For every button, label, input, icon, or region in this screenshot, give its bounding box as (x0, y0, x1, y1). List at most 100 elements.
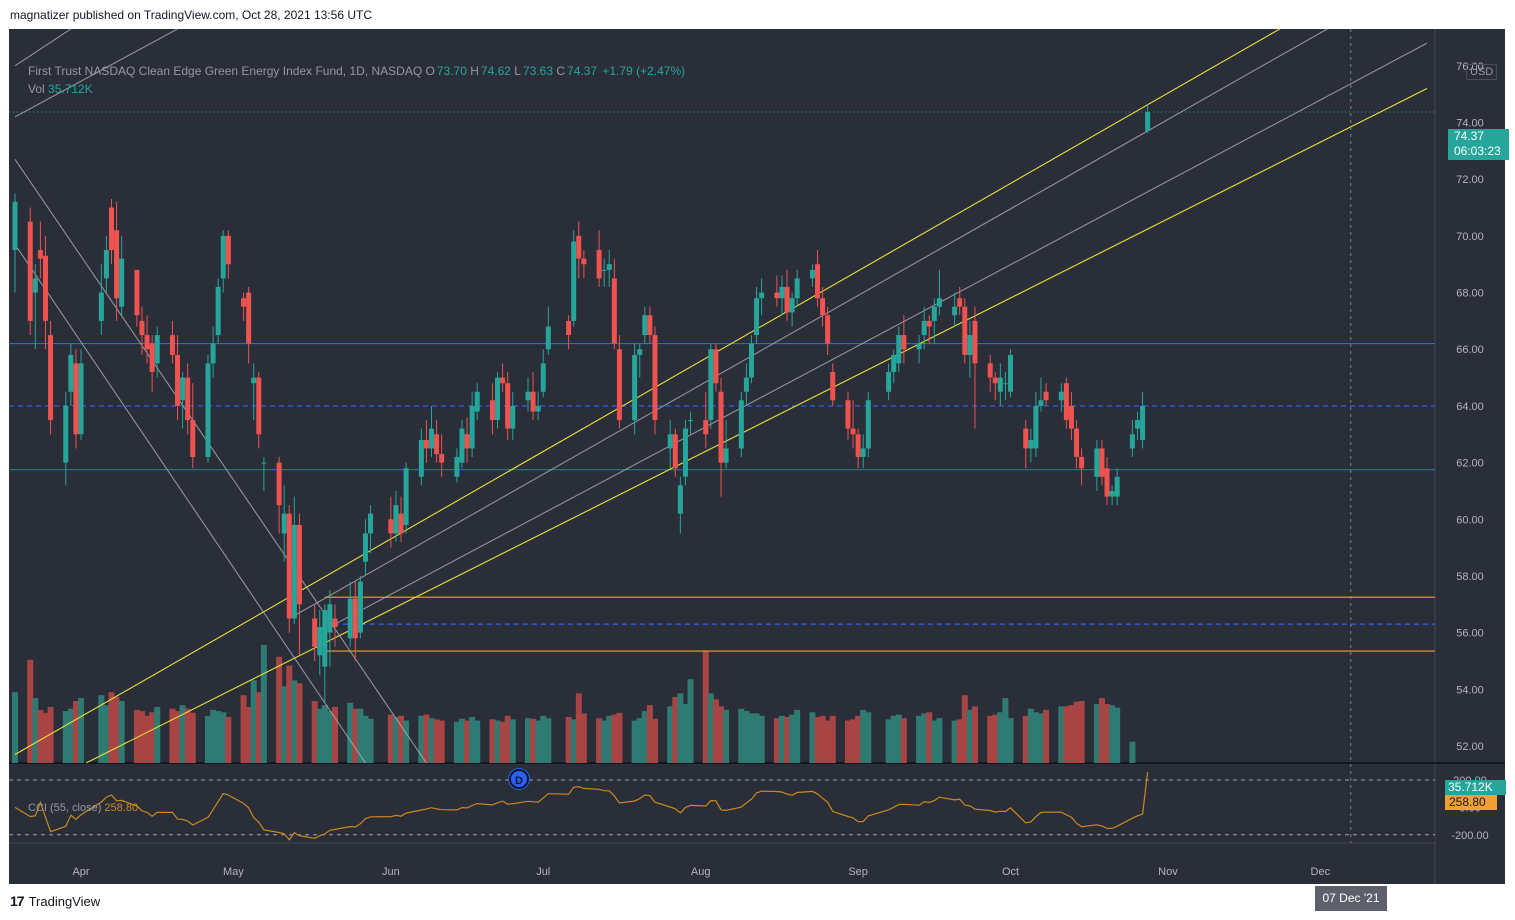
volume-bar (540, 715, 547, 763)
candle-body (931, 306, 937, 321)
volume-bar (646, 705, 653, 763)
candle-body (896, 335, 902, 364)
volume-bars (12, 645, 1136, 763)
volume-bar (535, 720, 542, 763)
candle-body (667, 434, 673, 449)
candle-body (576, 235, 582, 259)
volume-bar (296, 683, 303, 763)
volume-bar (245, 706, 252, 763)
candle-body (921, 320, 927, 336)
candle-body (1109, 490, 1115, 497)
candle-body (332, 618, 338, 627)
currency-button[interactable]: USD (1466, 64, 1498, 80)
candle-body (175, 354, 181, 406)
volume-bar (453, 721, 460, 763)
candle-body (1074, 428, 1080, 457)
high-label: H (470, 64, 479, 78)
volume-bar (67, 708, 74, 763)
volume-bar (331, 706, 338, 763)
chart-canvas[interactable]: 200.000.00-200.00 76.0074.0072.0070.0068… (9, 29, 1505, 884)
candle-body (210, 343, 216, 364)
tradingview-logo-icon[interactable]: 17 (10, 893, 25, 909)
footer-brand[interactable]: TradingView (28, 893, 101, 909)
candle-body (748, 343, 754, 378)
volume-bar (789, 714, 796, 763)
candle-body (987, 363, 993, 378)
candle-body (510, 405, 516, 429)
volume-bar (631, 720, 638, 763)
candle-body (322, 609, 328, 667)
candle-body (12, 201, 18, 251)
candle-body (1114, 476, 1120, 497)
trend-lines (14, 29, 1428, 763)
volume-bar (921, 713, 928, 763)
volume-label: Vol (28, 82, 45, 96)
volume-bar (1093, 704, 1100, 763)
volume-bar (966, 709, 973, 763)
volume-bar (530, 718, 537, 763)
candle-body (754, 298, 760, 336)
trend-line (14, 29, 179, 118)
candle-body (967, 335, 973, 355)
volume-bar (499, 721, 506, 763)
price-tick-label: 64.00 (1456, 401, 1484, 413)
symbol-name: First Trust NASDAQ Clean Edge Green Ener… (28, 64, 423, 78)
volume-bar (753, 713, 760, 763)
volume-bar (748, 713, 755, 763)
volume-bar (885, 719, 892, 763)
candle-body (500, 377, 506, 384)
volume-bar (865, 712, 872, 763)
candle-body (1140, 405, 1146, 440)
candle-body (42, 255, 48, 321)
volume-bar (260, 645, 267, 763)
candle-body (1104, 468, 1110, 497)
volume-bar (956, 719, 963, 763)
volume-bar (895, 714, 902, 763)
volume-bar (844, 720, 851, 763)
volume-bar (1098, 698, 1105, 763)
candle-body (403, 468, 409, 525)
candle-body (251, 377, 257, 384)
candle-body (759, 292, 765, 299)
volume-bar (971, 706, 978, 763)
volume-bar (62, 711, 69, 763)
volume-bar (1002, 698, 1009, 763)
volume-bar (961, 695, 968, 763)
volume-bar (458, 718, 465, 763)
volume-bar (1073, 701, 1080, 763)
volume-bar (616, 712, 623, 763)
candle-body (281, 513, 287, 534)
candle-body (388, 519, 394, 534)
volume-bar (42, 712, 49, 763)
volume-bar (850, 719, 857, 763)
candle-body (632, 354, 638, 421)
candle-body (1008, 354, 1014, 392)
volume-bar (423, 714, 430, 763)
volume-bar (72, 701, 79, 763)
volume-bar (387, 714, 394, 763)
volume-bar (712, 699, 719, 763)
volume-bar (667, 706, 674, 763)
candle-body (225, 235, 231, 265)
candle-body (952, 306, 958, 316)
chart-frame[interactable]: 200.000.00-200.00 76.0074.0072.0070.0068… (9, 29, 1509, 911)
price-tick-label: 72.00 (1456, 174, 1484, 186)
price-tick-label: 66.00 (1456, 344, 1484, 356)
volume-bar (1104, 704, 1111, 763)
volume-bar (672, 696, 679, 763)
dividend-marker[interactable]: D (509, 769, 529, 789)
trend-line (14, 29, 1280, 755)
price-tick-label: 60.00 (1456, 514, 1484, 526)
volume-bar (743, 711, 750, 763)
price-tick-label: 74.00 (1456, 118, 1484, 130)
volume-bar (27, 659, 34, 763)
volume-bar (469, 716, 476, 763)
change-value: +1.79 (+2.47%) (602, 64, 686, 78)
volume-bar (819, 715, 826, 763)
price-tick-label: 56.00 (1456, 628, 1484, 640)
volume-bar (900, 718, 907, 763)
candle-body (32, 278, 38, 293)
volume-bar (286, 665, 293, 763)
cci-tag: 258.80 (1445, 795, 1497, 810)
low-value: 73.63 (522, 64, 553, 78)
